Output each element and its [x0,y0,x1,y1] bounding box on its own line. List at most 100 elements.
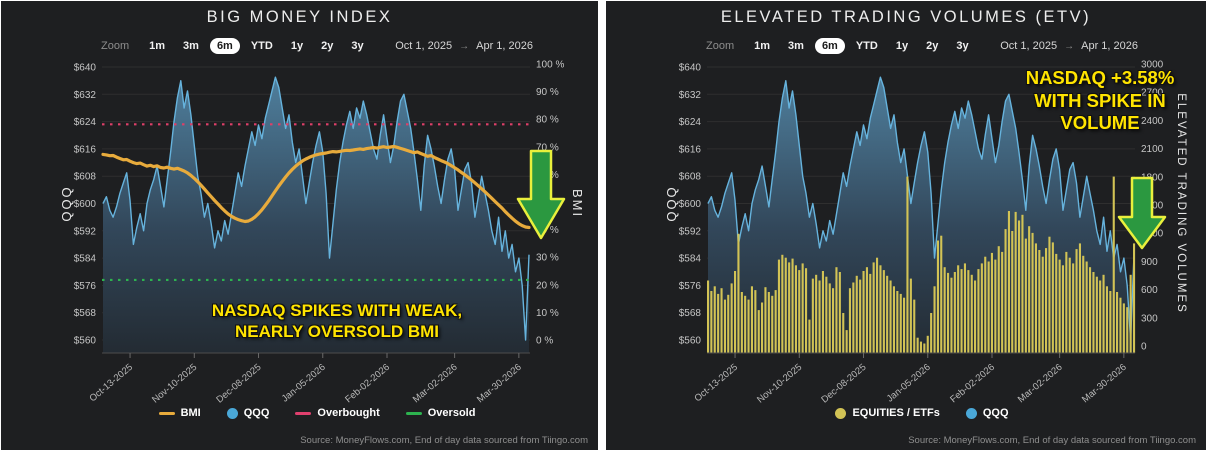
range-button-2y[interactable]: 2y [321,40,334,52]
volume-bar [774,290,777,353]
volume-bar [788,262,791,353]
range-button-ytd[interactable]: YTD [250,40,273,52]
left-axis-label: $600 [679,199,702,210]
left-axis-label: $608 [74,172,97,183]
legend-label: QQQ [982,407,1009,419]
left-axis-label: $592 [74,226,97,237]
left-axis-label: $616 [74,144,97,155]
volume-bar [720,288,723,353]
legend-item-qqq[interactable]: QQQ [226,407,269,419]
volume-bar [1095,276,1098,353]
range-button-6m[interactable]: 6m [209,38,240,54]
volume-bar [1018,220,1021,353]
x-axis-label: Nov-10-2025 [150,362,199,406]
volume-bar [994,259,997,353]
volume-bar [835,267,838,353]
volume-bar [1051,242,1054,353]
legend-item-equities-etfs[interactable]: EQUITIES / ETFs [835,407,940,419]
right-axis-label: 2400 [1141,116,1164,127]
annotation-line: NASDAQ +3.58% [1025,67,1175,88]
volume-bar [1085,261,1088,353]
volume-bar [764,287,767,353]
bmi-chart-plot-area[interactable]: Oct-13-2025 Nov-10-2025 Dec-08-2025 Jan-05-… [1,1,598,450]
volume-bar [1109,291,1112,353]
x-axis-label: Dec-08-2025 [819,362,868,406]
volume-bar [876,257,879,353]
right-axis-title: BMI [570,189,585,218]
volume-bar [1014,211,1017,353]
right-axis-label: 300 [1141,313,1158,324]
legend-item-qqq[interactable]: QQQ [965,407,1009,419]
legend-item-bmi[interactable]: BMI [158,407,201,419]
range-button-3m[interactable]: 3m [183,40,199,52]
volume-bar [909,278,912,353]
volume-bar [750,286,753,353]
etv-annotation-text: NASDAQ +3.58% WITH SPIKE IN VOLUME [1010,67,1190,135]
right-axis-label: 600 [1141,285,1158,296]
volume-bar [1038,250,1041,353]
range-button-3y[interactable]: 3y [351,40,364,52]
volume-bar [713,286,716,353]
volume-bar [825,276,828,353]
range-button-6m[interactable]: 6m [814,38,845,54]
legend-item-overbought[interactable]: Overbought [295,407,380,419]
x-axis-label: Jan-05-2026 [280,362,328,405]
right-axis-label: 90 % [536,87,559,98]
volume-bar [865,267,868,353]
date-from-field[interactable]: Oct 1, 2025 [395,40,453,52]
range-button-ytd[interactable]: YTD [855,40,878,52]
date-to-field[interactable]: Apr 1, 2026 [476,40,533,52]
volume-bar [896,291,899,353]
range-buttons: 1m 3m 6m YTD 1y 2y 3y [142,38,370,54]
volume-bar [957,265,960,353]
volume-bar [953,272,956,353]
range-button-1m[interactable]: 1m [149,40,166,52]
volume-bar [1082,255,1085,353]
volume-bar [818,280,821,353]
volume-bar [1065,251,1068,353]
volume-bar [913,299,916,353]
volume-bar [747,299,750,353]
left-axis-label: $560 [74,336,97,347]
volume-bar [777,259,780,353]
range-button-3y[interactable]: 3y [956,40,969,52]
volume-bar [947,272,950,353]
volume-bar [974,280,977,353]
range-button-1y[interactable]: 1y [290,40,304,52]
qqq-line [102,76,530,341]
date-to-field[interactable]: Apr 1, 2026 [1081,40,1138,52]
volume-bar [916,337,919,353]
etv-chart-plot-area[interactable]: Oct-13-2025 Nov-10-2025 Dec-08-2025 Jan-05-… [606,1,1206,450]
left-axis-label: $624 [679,117,702,128]
volume-bar [1041,256,1044,353]
volume-bar [848,288,851,353]
volume-bar [1119,297,1122,353]
range-button-1m[interactable]: 1m [754,40,771,52]
left-axis-title: QQQ [664,185,679,221]
x-axis-label: Mar-30-2026 [1080,362,1129,405]
legend-item-oversold[interactable]: Oversold [405,407,475,419]
range-button-2y[interactable]: 2y [926,40,939,52]
right-axis-label: 20 % [536,280,559,291]
left-axis-label: $640 [74,63,97,74]
volume-bar [919,341,922,353]
down-arrow-icon [1117,176,1167,250]
x-axis-label: Oct-13-2025 [692,362,740,404]
x-axis-label: Mar-02-2026 [411,362,460,405]
right-axis-label: 2700 [1141,88,1164,99]
volume-bar [1122,303,1125,353]
volume-bar [1031,232,1034,353]
volume-bar [1028,226,1031,353]
volume-bar [899,293,902,353]
volume-bar [1021,214,1024,353]
range-button-3m[interactable]: 3m [788,40,804,52]
date-from-field[interactable]: Oct 1, 2025 [1000,40,1058,52]
arrow-right-icon: → [459,40,470,52]
legend: EQUITIES / ETFs QQQ [706,407,1138,419]
range-button-1y[interactable]: 1y [895,40,909,52]
right-axis-label: 80 % [536,115,559,126]
volume-bar [1089,267,1092,353]
legend-dot-icon [226,407,238,419]
legend-label: BMI [180,407,201,419]
volume-bar [1099,280,1102,353]
